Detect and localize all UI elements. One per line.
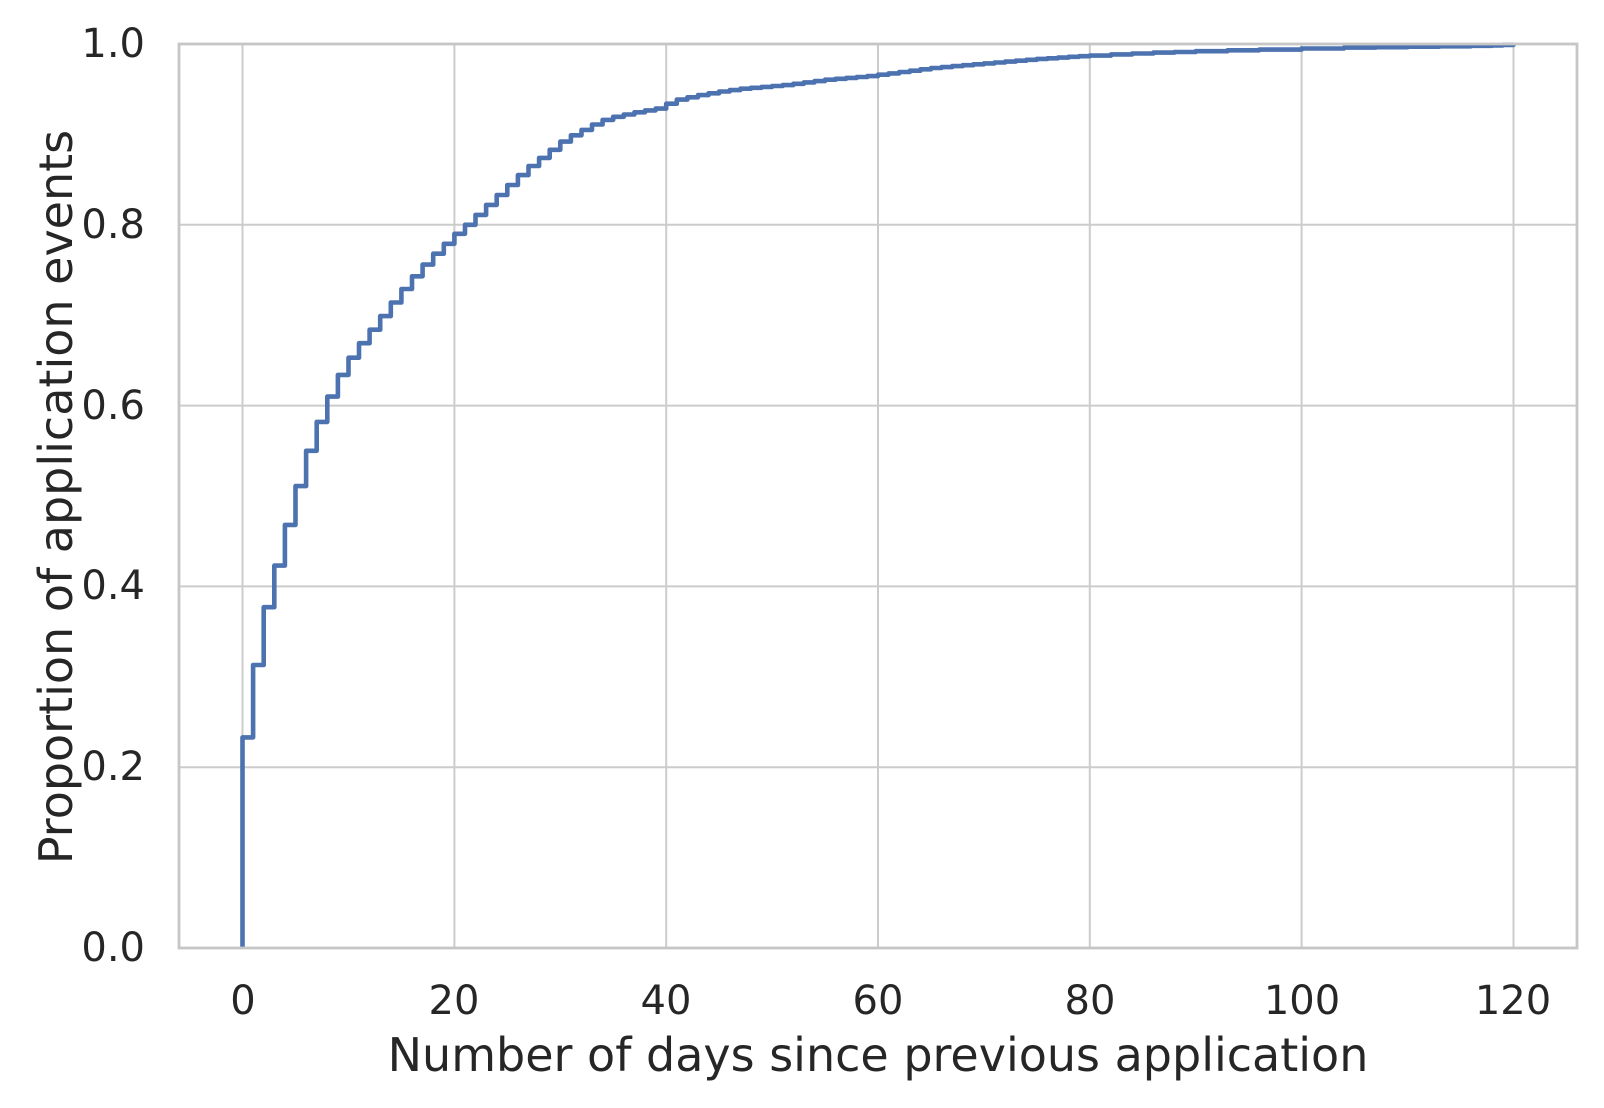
x-tick-label-100: 100	[1263, 978, 1341, 1024]
x-tick-label-80: 80	[1064, 978, 1116, 1024]
x-tick-label-60: 60	[852, 978, 904, 1024]
y-tick-label-0.8: 0.8	[81, 202, 145, 248]
ecdf-line	[240, 42, 1516, 948]
plot-border	[177, 42, 1579, 950]
y-tick-label-0.0: 0.0	[81, 925, 145, 971]
y-tick-label-0.4: 0.4	[81, 563, 145, 609]
y-tick-label-0.2: 0.2	[81, 744, 145, 790]
x-tick-label-120: 120	[1474, 978, 1552, 1024]
y-axis-title: Proportion of application events	[29, 129, 83, 865]
y-tick-label-1.0: 1.0	[81, 21, 145, 67]
x-tick-label-40: 40	[640, 978, 692, 1024]
x-tick-label-0: 0	[230, 978, 256, 1024]
x-axis-title: Number of days since previous applicatio…	[387, 1028, 1369, 1082]
y-tick-label-0.6: 0.6	[81, 383, 145, 429]
x-tick-label-20: 20	[428, 978, 480, 1024]
